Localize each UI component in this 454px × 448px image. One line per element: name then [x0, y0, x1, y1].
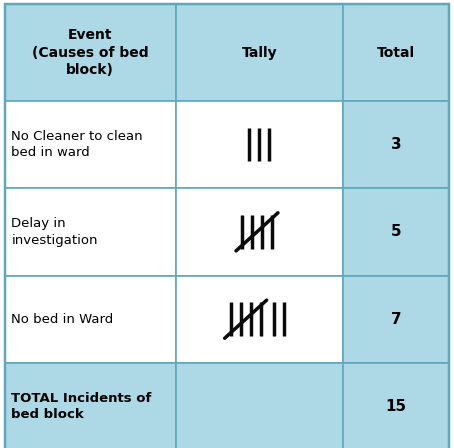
- Text: No bed in Ward: No bed in Ward: [11, 313, 114, 326]
- Bar: [343, 276, 449, 363]
- Bar: [343, 188, 449, 276]
- Text: TOTAL Incidents of
bed block: TOTAL Incidents of bed block: [11, 392, 152, 421]
- Text: No Cleaner to clean
bed in ward: No Cleaner to clean bed in ward: [11, 130, 143, 159]
- Text: Event
(Causes of bed
block): Event (Causes of bed block): [32, 28, 148, 78]
- Bar: [5, 363, 176, 448]
- Text: Delay in
investigation: Delay in investigation: [11, 217, 98, 246]
- Text: Total: Total: [377, 46, 415, 60]
- Bar: [176, 4, 343, 101]
- Bar: [176, 276, 343, 363]
- Text: Tally: Tally: [242, 46, 277, 60]
- Text: 7: 7: [391, 312, 401, 327]
- Text: 15: 15: [385, 399, 407, 414]
- Bar: [5, 188, 176, 276]
- Text: 5: 5: [391, 224, 401, 239]
- Bar: [343, 363, 449, 448]
- Bar: [176, 101, 343, 188]
- Bar: [343, 101, 449, 188]
- Bar: [5, 276, 176, 363]
- Bar: [176, 363, 343, 448]
- Bar: [343, 4, 449, 101]
- Bar: [5, 4, 176, 101]
- Text: 3: 3: [391, 137, 401, 152]
- Bar: [5, 101, 176, 188]
- Bar: [176, 188, 343, 276]
